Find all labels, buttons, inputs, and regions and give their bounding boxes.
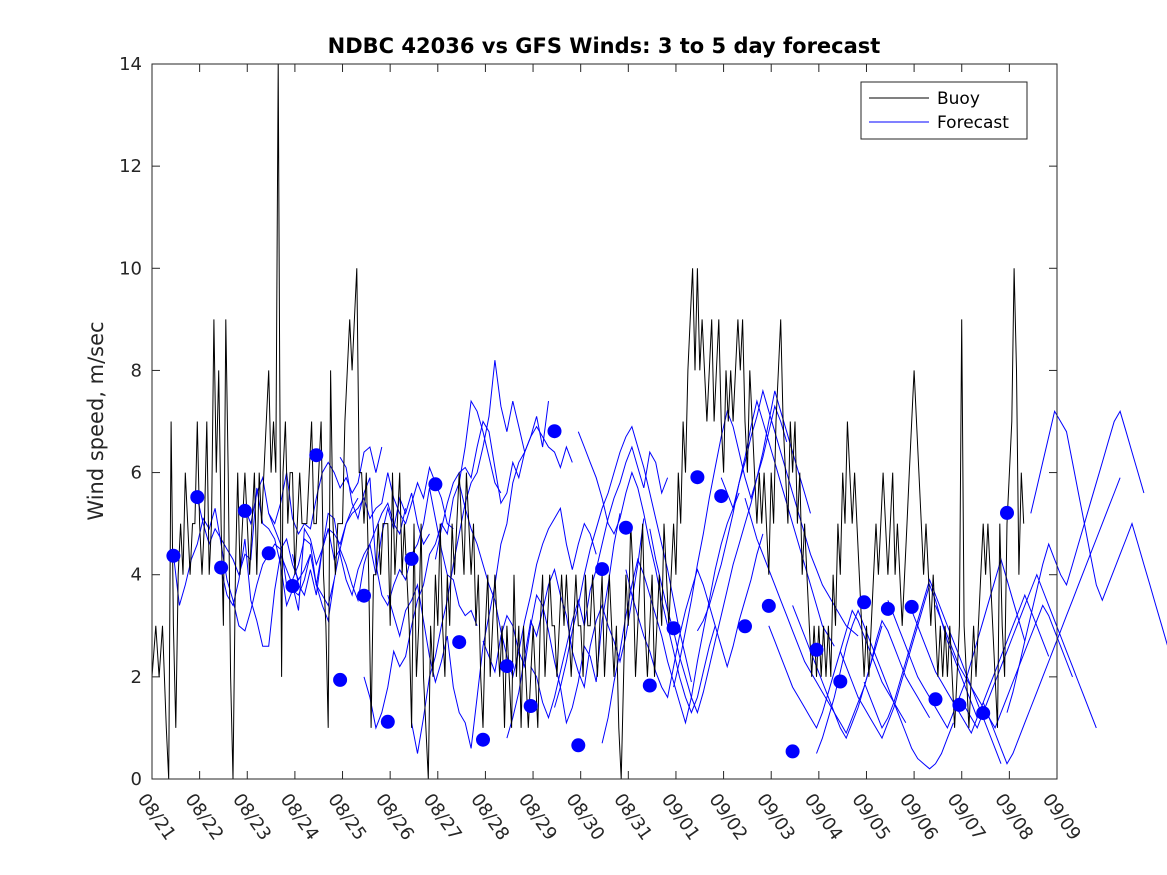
forecast-marker-28 [833,674,848,689]
forecast-run-15 [530,445,669,720]
x-tick-label: 08/23 [228,790,275,845]
forecast-marker-0 [166,548,181,563]
forecast-run-32 [935,604,1073,730]
legend-forecast-label: Forecast [937,113,1009,133]
forecast-run-17 [577,431,716,714]
x-tick-label: 09/03 [752,790,799,845]
forecast-run-34 [982,477,1121,765]
forecast-marker-16 [547,424,562,439]
forecast-marker-11 [428,477,443,492]
forecast-marker-25 [761,598,776,613]
x-tick-label: 09/07 [943,790,990,845]
forecast-run-23 [720,388,859,637]
forecast-run-1 [196,487,335,608]
y-axis-label: Wind speed, m/sec [84,321,108,520]
forecast-marker-34 [976,706,991,721]
forecast-marker-31 [904,599,919,614]
x-tick-label: 09/04 [800,790,847,845]
forecast-marker-10 [404,551,419,566]
x-tick-label: 09/09 [1038,790,1085,845]
forecast-marker-35 [1000,505,1014,520]
buoy-series-line [151,63,1025,780]
forecast-marker-5 [285,579,300,593]
forecast-marker-33 [952,697,967,712]
x-tick-label: 08/29 [514,790,561,845]
x-tick-label: 08/21 [133,790,180,845]
forecast-marker-9 [380,714,395,729]
forecast-marker-12 [452,635,467,650]
x-tick-label: 08/31 [609,790,656,845]
forecast-run-35 [1006,410,1145,713]
forecast-marker-1 [190,490,205,505]
forecast-marker-6 [309,448,324,463]
forecast-marker-8 [357,588,371,603]
forecast-marker-3 [237,503,252,518]
forecast-marker-20 [642,678,657,693]
forecast-marker-30 [880,601,895,616]
x-tick-label: 08/24 [276,790,323,845]
forecast-marker-21 [666,621,681,636]
forecast-marker-7 [333,672,348,687]
forecast-marker-4 [261,546,276,561]
forecast-run-0 [172,508,311,632]
x-tick-label: 08/25 [323,790,370,845]
forecast-run-28 [839,583,978,740]
forecast-run-5 [292,492,430,597]
y-tick-label: 10 [119,258,142,279]
forecast-marker-14 [499,659,514,674]
forecast-run-21 [673,390,811,688]
y-tick-label: 2 [131,667,142,688]
x-tick-label: 09/05 [847,790,894,845]
chart-title: NDBC 42036 vs GFS Winds: 3 to 5 day fore… [328,34,881,58]
forecast-marker-13 [476,732,490,747]
forecast-run-12 [458,482,597,679]
y-tick-label: 12 [119,156,142,177]
forecast-run-22 [696,399,835,647]
forecast-run-36 [1030,409,1167,646]
forecast-marker-24 [738,619,752,634]
forecast-marker-15 [523,699,538,713]
x-tick-label: 08/30 [562,790,609,845]
x-tick-label: 09/06 [895,790,942,845]
plot-layer [151,63,1167,780]
y-tick-label: 0 [131,769,142,790]
axes-frame [151,63,1058,780]
x-tick-label: 09/02 [704,790,751,845]
forecast-run-2 [220,497,359,647]
x-tick-label: 08/28 [466,790,513,845]
x-tick-label: 09/08 [990,790,1037,845]
forecast-marker-22 [690,470,705,485]
forecast-run-14 [506,518,645,739]
x-tick-label: 08/22 [181,790,228,845]
x-tick-label: 08/27 [419,790,466,845]
y-tick-label: 4 [131,565,142,586]
legend-buoy-label: Buoy [937,89,980,109]
forecast-run-11 [434,420,573,560]
y-tick-label: 6 [131,463,142,484]
forecast-marker-23 [714,489,729,504]
forecast-marker-29 [857,595,872,610]
forecast-run-9 [387,451,526,749]
forecast-marker-2 [214,560,229,575]
x-tick-label: 08/26 [371,790,418,845]
forecast-run-25 [768,609,907,730]
legend-box [860,81,1028,140]
legend: Buoy Forecast [860,81,1028,140]
forecast-marker-17 [571,738,586,753]
y-tick-label: 8 [131,360,142,381]
forecast-marker-26 [785,744,800,759]
forecast-run-6 [315,465,454,585]
forecast-marker-18 [595,562,610,577]
forecast-marker-32 [928,692,943,707]
y-tick-label: 14 [119,54,142,75]
forecast-marker-19 [618,520,633,535]
forecast-run-8 [363,399,502,730]
forecast-marker-27 [809,642,824,657]
x-tick-label: 09/01 [657,790,704,845]
